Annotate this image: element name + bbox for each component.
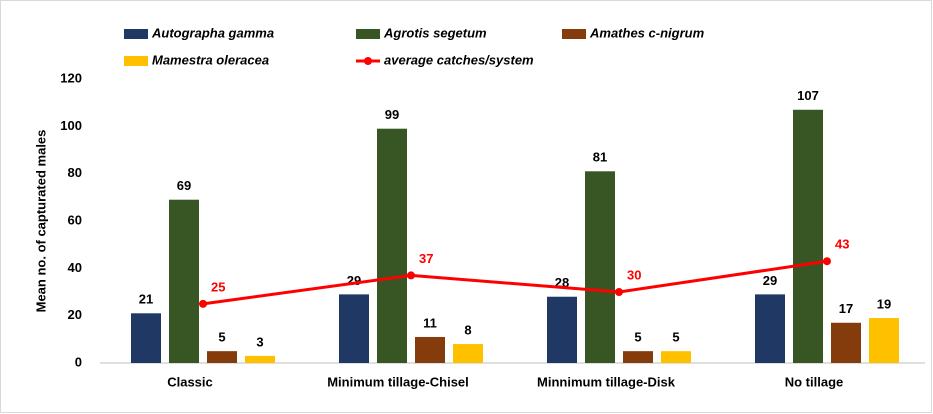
data-label: 99 [385, 107, 399, 122]
line-marker [823, 257, 831, 266]
legend-swatch [562, 29, 586, 39]
legend-label: Autographa gamma [151, 25, 274, 40]
y-tick-label: 40 [68, 260, 82, 275]
data-label: 8 [464, 323, 471, 338]
bar [793, 109, 823, 364]
y-tick-label: 20 [68, 307, 82, 322]
data-label: 29 [347, 273, 361, 288]
data-label: 3 [256, 334, 263, 349]
bar [245, 355, 275, 363]
data-label: 5 [218, 330, 225, 345]
data-label: 21 [139, 292, 153, 307]
data-label: 5 [634, 330, 641, 345]
legend-swatch [124, 29, 148, 39]
legend-label: Agrotis segetum [383, 25, 487, 40]
bar [755, 294, 785, 363]
data-label: 29 [763, 273, 777, 288]
data-label: 17 [839, 301, 853, 316]
line-label: 37 [419, 251, 433, 266]
data-label: 107 [797, 88, 819, 103]
bar [585, 171, 615, 363]
x-tick-label: Minnimum tillage-Disk [537, 374, 676, 389]
bar [623, 351, 653, 363]
bar [453, 344, 483, 363]
line [202, 259, 828, 306]
y-tick-label: 80 [68, 165, 82, 180]
bar [339, 294, 369, 363]
legend-swatch [124, 56, 148, 66]
line-label: 30 [627, 267, 641, 282]
line-marker [407, 271, 415, 280]
bar [207, 351, 237, 363]
data-label: 11 [423, 315, 437, 330]
bar [547, 296, 577, 363]
y-tick-label: 60 [68, 212, 82, 227]
bar [869, 318, 899, 363]
bar [661, 351, 691, 363]
line-label: 25 [211, 279, 225, 294]
bar [131, 313, 161, 363]
line-marker [615, 288, 623, 296]
x-tick-label: Classic [167, 374, 213, 389]
x-tick-label: No tillage [785, 374, 844, 389]
legend-label: Mamestra oleracea [152, 52, 269, 67]
data-label: 19 [877, 296, 891, 311]
line-label: 43 [835, 237, 849, 252]
y-axis-title: Mean no. of capturated males [33, 130, 48, 313]
bar [377, 128, 407, 363]
legend-swatch [364, 57, 372, 65]
y-tick-label: 100 [60, 118, 82, 133]
legend-label: Amathes c-nigrum [589, 25, 705, 40]
bar [169, 199, 199, 363]
y-tick-label: 0 [75, 354, 82, 369]
bar [415, 336, 445, 363]
legend-label: average catches/system [384, 52, 534, 67]
line-marker [199, 299, 207, 308]
x-tick-label: Minimum tillage-Chisel [327, 374, 469, 389]
legend-swatch [356, 29, 380, 39]
data-label: 5 [672, 330, 679, 345]
data-label: 69 [177, 178, 191, 193]
bar [831, 322, 861, 363]
data-label: 81 [593, 150, 607, 165]
y-tick-label: 120 [60, 70, 82, 85]
